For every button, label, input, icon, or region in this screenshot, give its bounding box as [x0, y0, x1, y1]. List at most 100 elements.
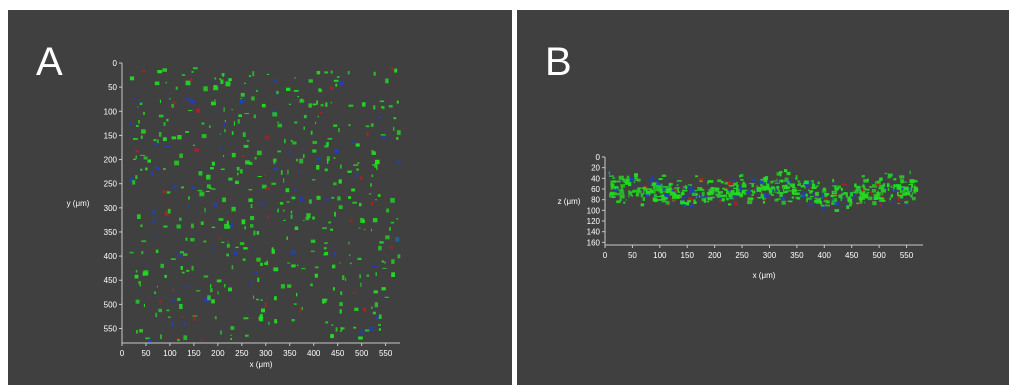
signal-blob: [620, 188, 624, 190]
signal-blob: [185, 237, 188, 241]
signal-blob: [378, 314, 382, 319]
signal-blob: [904, 201, 908, 204]
signal-blob: [136, 330, 138, 334]
signal-blob: [715, 191, 720, 193]
signal-blob: [729, 184, 735, 187]
signal-blob: [210, 247, 214, 251]
signal-blob: [179, 251, 184, 254]
signal-blob: [750, 190, 754, 192]
signal-blob: [722, 187, 725, 190]
signal-blob: [809, 195, 814, 198]
signal-blob: [301, 306, 303, 310]
signal-blob: [879, 184, 885, 190]
signal-blob: [671, 189, 676, 193]
signal-blob: [371, 201, 373, 206]
signal-blob: [745, 190, 751, 194]
signal-blob: [166, 309, 170, 312]
signal-blob: [353, 292, 356, 295]
signal-blob: [298, 170, 300, 173]
signal-blob: [862, 190, 866, 194]
signal-blob: [294, 121, 298, 124]
signal-blob: [643, 191, 645, 195]
signal-blob: [184, 286, 190, 289]
signal-blob: [633, 180, 635, 183]
signal-blob: [195, 290, 201, 292]
signal-blob: [628, 191, 630, 195]
x-tick-label: 550: [379, 349, 393, 358]
signal-blob: [896, 186, 901, 189]
signal-blob: [911, 183, 914, 188]
signal-blob: [230, 326, 235, 330]
signal-blob: [790, 185, 793, 188]
signal-blob: [165, 81, 167, 84]
signal-blob: [294, 188, 297, 192]
signal-blob: [614, 193, 620, 196]
signal-blob: [206, 184, 211, 189]
signal-blob: [886, 183, 890, 188]
signal-blob: [257, 176, 262, 178]
x-tick-label: 550: [900, 251, 914, 260]
signal-blob: [748, 189, 750, 191]
signal-blob: [747, 200, 753, 205]
signal-blob: [621, 187, 623, 189]
signal-blob: [757, 197, 761, 199]
signal-blob: [138, 101, 142, 103]
y-tick-label: 200: [104, 156, 118, 165]
signal-blob: [293, 303, 297, 305]
signal-blob: [891, 188, 897, 191]
signal-blob: [619, 189, 623, 191]
signal-blob: [826, 200, 830, 204]
signal-blob: [276, 92, 279, 97]
signal-blob: [615, 186, 617, 190]
signal-blob: [834, 188, 838, 191]
signal-blob: [211, 226, 216, 228]
signal-blob: [242, 155, 245, 158]
signal-blob: [211, 161, 215, 166]
signal-blob: [840, 198, 842, 202]
signal-blob: [335, 83, 338, 87]
signal-blob: [359, 274, 361, 279]
signal-blob: [347, 70, 350, 75]
signal-blob: [252, 71, 255, 77]
signal-blob: [244, 226, 246, 230]
signal-blob: [661, 174, 667, 177]
signal-blob: [756, 186, 760, 190]
signal-blob: [253, 271, 258, 274]
signal-blob: [325, 198, 329, 201]
signal-blob: [180, 266, 183, 270]
signal-blob: [223, 122, 225, 127]
signal-blob: [782, 186, 784, 189]
signal-blob: [821, 205, 826, 210]
signal-blob: [805, 193, 807, 195]
signal-blob: [177, 338, 181, 340]
signal-blob: [618, 175, 624, 180]
signal-blob: [733, 201, 739, 206]
signal-blob: [290, 250, 296, 255]
signal-blob: [725, 180, 728, 183]
signal-blob: [749, 193, 751, 196]
signal-blob: [879, 202, 883, 207]
y-tick-label: 40: [591, 174, 600, 183]
signal-blob: [140, 224, 143, 228]
signal-blob: [391, 67, 394, 71]
signal-blob: [192, 67, 198, 70]
signal-blob: [776, 192, 783, 194]
signal-blob: [231, 131, 234, 135]
signal-blob: [724, 187, 729, 189]
signal-blob: [181, 271, 185, 274]
x-tick-label: 400: [307, 349, 321, 358]
signal-blob: [796, 189, 802, 191]
signal-blob: [910, 195, 913, 198]
signal-blob: [682, 186, 688, 188]
signal-blob: [280, 284, 285, 289]
signal-blob: [191, 265, 194, 271]
signal-blob: [219, 78, 222, 81]
signal-blob: [135, 150, 140, 153]
signal-blob: [159, 299, 162, 303]
signal-blob: [159, 99, 161, 103]
signal-blob: [390, 221, 395, 224]
signal-blob: [299, 308, 301, 313]
signal-blob: [869, 191, 874, 194]
signal-blob: [725, 193, 728, 198]
signal-blob: [177, 338, 180, 342]
